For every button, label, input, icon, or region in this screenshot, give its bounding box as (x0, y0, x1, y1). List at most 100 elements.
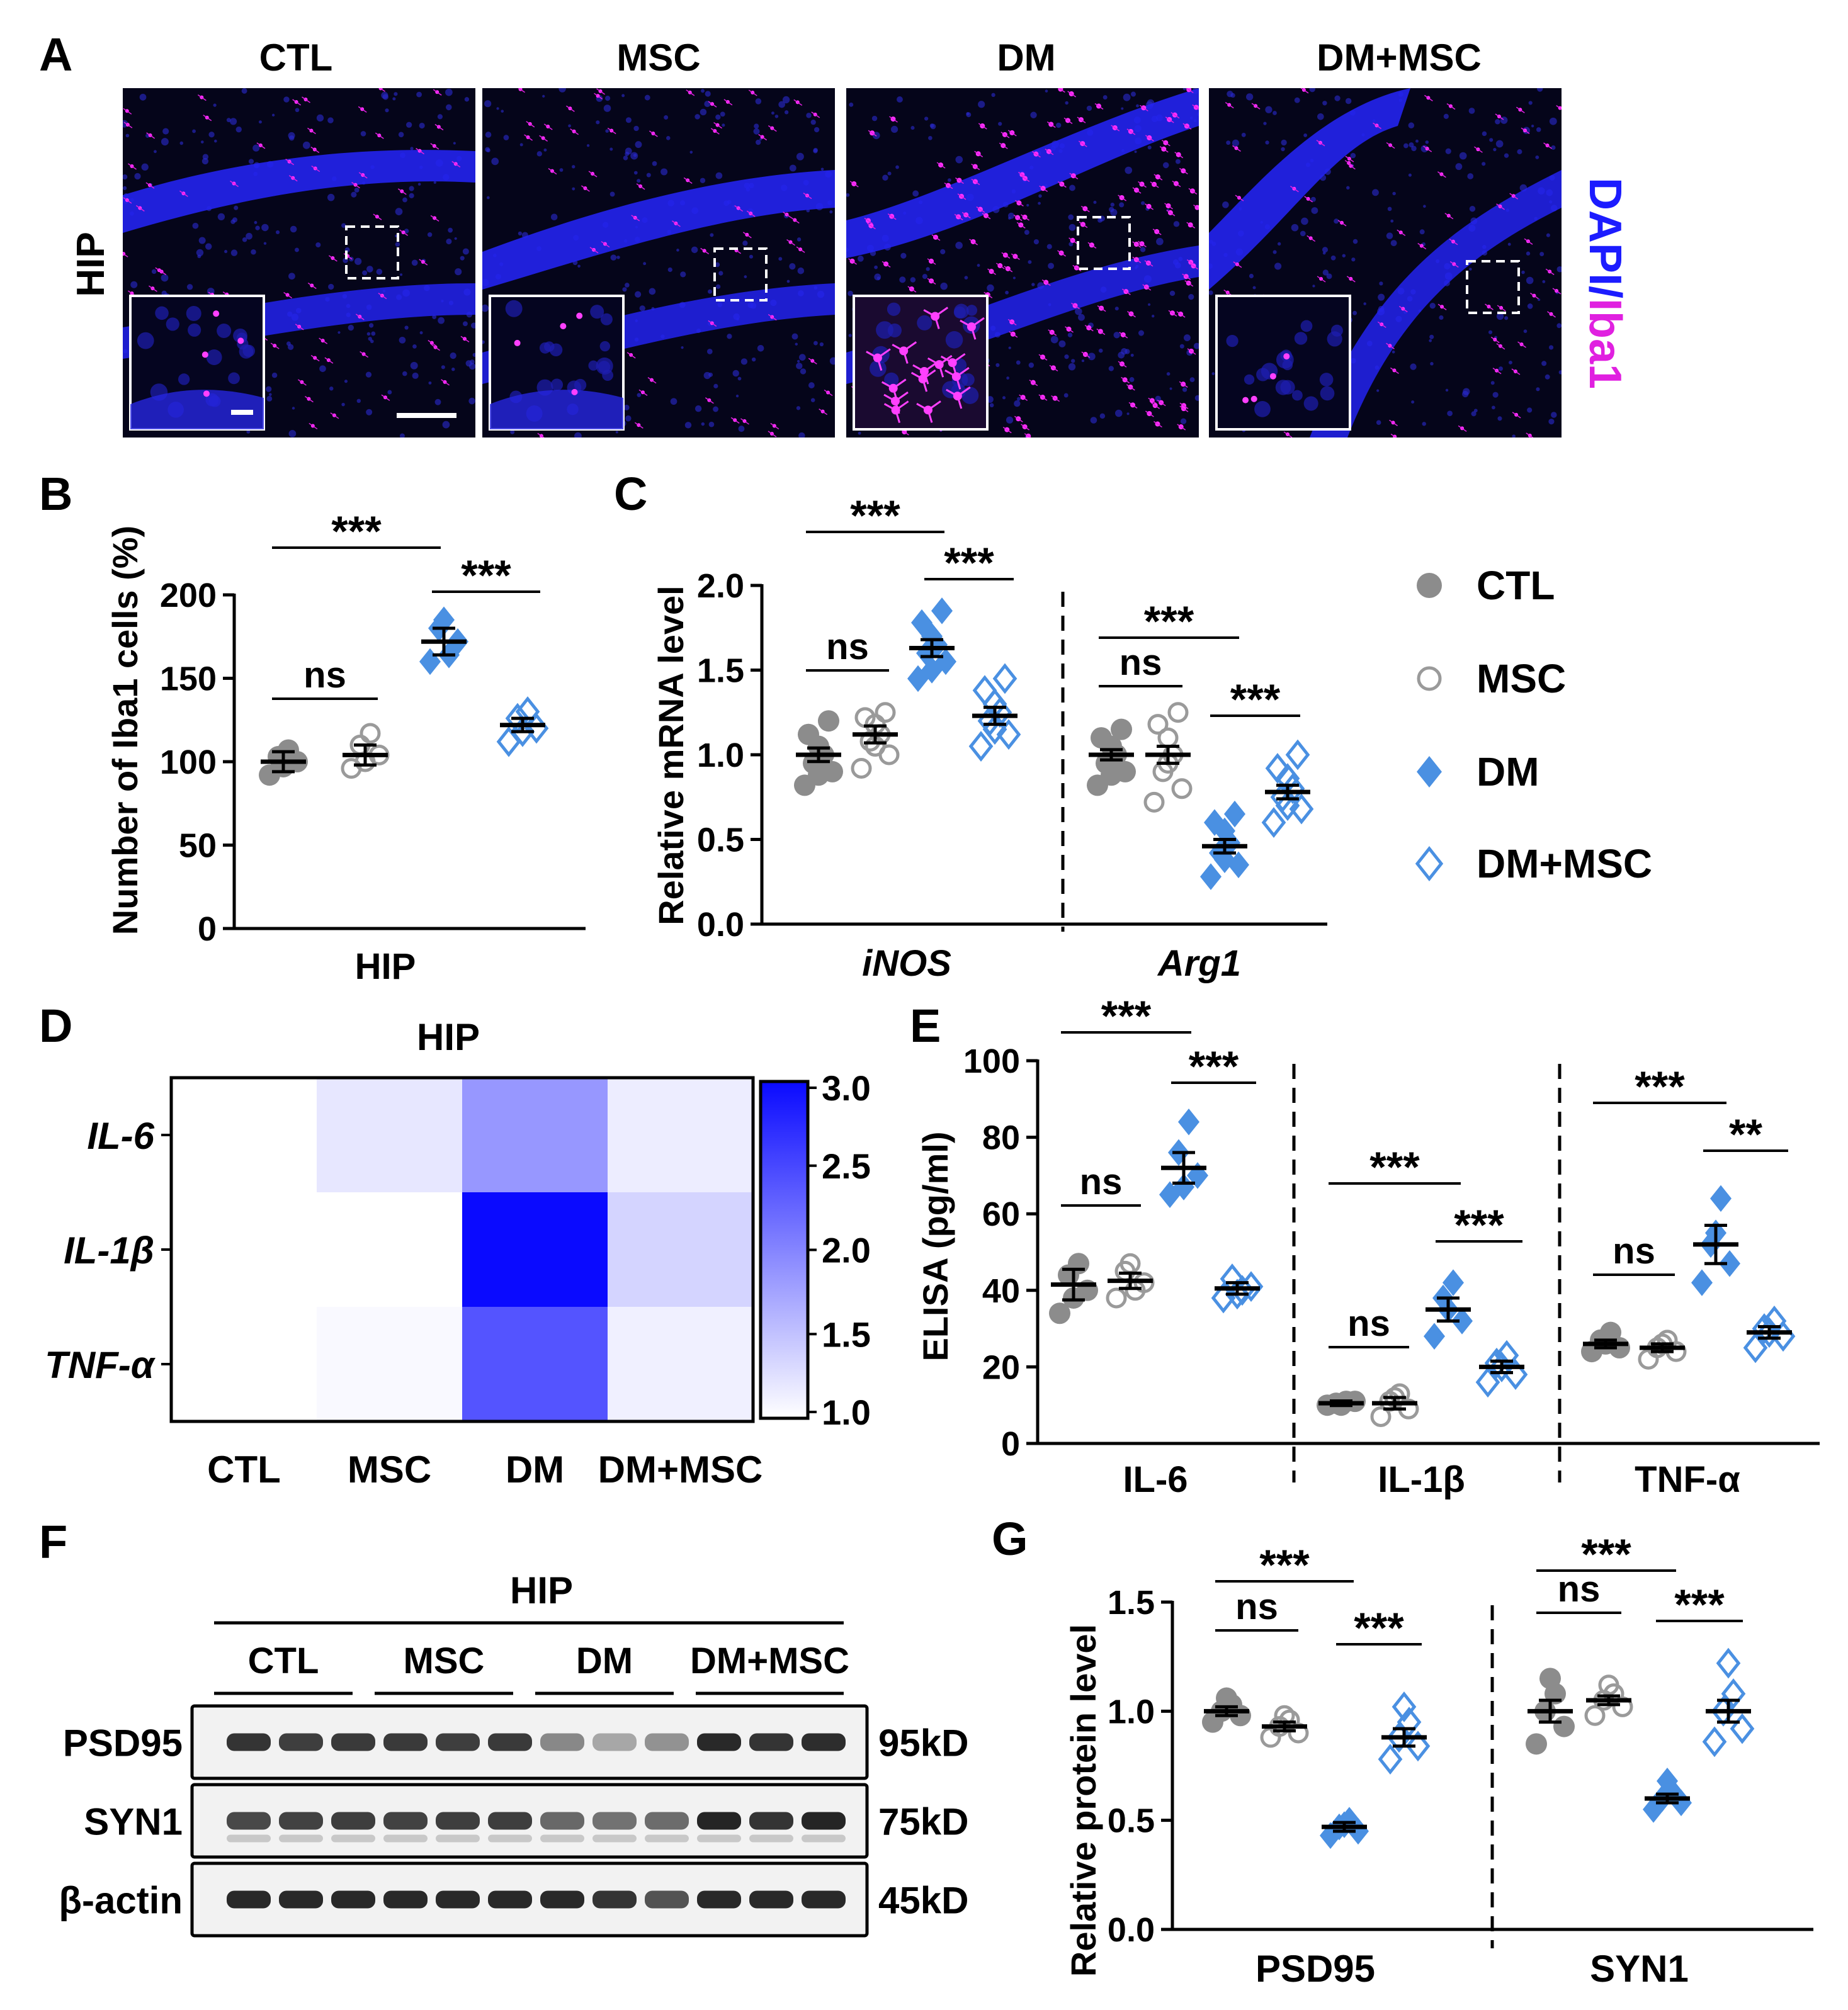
blot-band (749, 1812, 793, 1830)
nucleus-dot (955, 242, 963, 249)
chart-e-il-6-dm-point (1178, 1109, 1199, 1136)
nucleus-dot (1017, 397, 1021, 401)
nucleus-dot (381, 91, 388, 99)
chart-c-x-label-inos: iNOS (862, 943, 951, 984)
microglia-process (1304, 196, 1313, 203)
nucleus-dot (754, 123, 759, 129)
nucleus-dot (482, 304, 489, 312)
microglia-process (1316, 140, 1325, 147)
microglia-process (537, 432, 545, 438)
nucleus-dot (1093, 200, 1097, 204)
inset-microglia-process (910, 369, 936, 392)
nucleus-dot (1548, 419, 1555, 425)
nucleus-dot (795, 342, 798, 346)
chart-c-inos-dm-point (931, 597, 953, 624)
nucleus-dot (708, 421, 715, 427)
nucleus-dot (186, 284, 193, 290)
nucleus-dot (258, 120, 262, 124)
microglia-process (570, 128, 579, 135)
nucleus-dot (1126, 412, 1130, 415)
chart-e-il-1b-dm-point (1443, 1269, 1464, 1296)
nucleus-dot (989, 403, 994, 408)
nucleus-dot (1274, 263, 1282, 270)
nucleus-dot (715, 114, 721, 120)
nucleus-dot (230, 249, 238, 256)
nucleus-dot (559, 168, 564, 172)
nucleus-dot (713, 383, 718, 388)
microglia-process (256, 142, 266, 149)
microglia-process (351, 182, 360, 189)
nucleus-dot (213, 103, 217, 107)
nucleus-dot (205, 243, 212, 250)
microglia-process (548, 167, 557, 175)
nucleus-dot (446, 239, 452, 245)
nucleus-dot (1070, 359, 1075, 363)
nucleus-dot (1099, 413, 1106, 419)
panel-e: E 0 20 40 60 80 100 ELISA (pg/ml) IL-6 IL-1β TNF-… (910, 992, 1820, 1500)
nucleus-dot (1016, 360, 1021, 365)
nucleus-dot (796, 152, 804, 161)
nucleus-dot (1545, 374, 1550, 380)
chart-g-y-label: Relative protein level (1063, 1624, 1103, 1977)
microglia-process (819, 408, 828, 415)
chart-e-tnf-a-dmmsc-point (1743, 1332, 1768, 1364)
microglia-process (1045, 149, 1054, 155)
nucleus-dot (288, 273, 295, 280)
microglia-process (1446, 103, 1456, 110)
chart-g-syn1-sig-label: *** (1674, 1581, 1725, 1629)
nucleus-dot (1408, 173, 1412, 177)
nucleus-dot (1490, 381, 1495, 385)
microglia-process (944, 183, 953, 189)
nucleus-dot (789, 164, 796, 172)
nucleus-dot (1134, 150, 1137, 154)
microglia-process (1377, 321, 1386, 328)
nucleus-dot (441, 365, 445, 370)
nucleus-dot (857, 256, 864, 262)
microglia-process (1038, 354, 1048, 361)
microglia-process (1157, 399, 1166, 407)
nucleus-dot (1493, 148, 1497, 152)
nucleus-dot (1467, 173, 1474, 179)
nucleus-dot (727, 334, 732, 339)
nucleus-dot (940, 282, 948, 290)
inset-microglia-process (883, 400, 909, 423)
nucleus-dot (362, 270, 368, 276)
blot-band (383, 1812, 428, 1830)
microglia-process (1516, 106, 1525, 113)
nucleus-dot (987, 284, 994, 292)
panel-d-letter: D (39, 1000, 72, 1052)
nucleus-dot (1445, 148, 1451, 154)
chart-b-sig-label: ns (303, 655, 346, 696)
nucleus-dot (1012, 276, 1016, 279)
chart-e-y-label: ELISA (pg/ml) (915, 1131, 955, 1361)
nucleus-dot (1129, 377, 1135, 382)
microglia-process (1530, 292, 1539, 300)
nucleus-dot (806, 113, 812, 118)
nucleus-dot (246, 429, 251, 434)
nucleus-dot (799, 354, 806, 361)
chart-d-row-label: TNF-α (45, 1344, 156, 1386)
microglia-process (1179, 381, 1188, 388)
micrograph-dm (846, 88, 1199, 438)
nucleus-dot (664, 115, 669, 120)
nucleus-dot (1075, 307, 1082, 315)
microglia-process (1317, 276, 1326, 283)
blot-row-psd95: PSD95 95kD (63, 1704, 968, 1780)
nucleus-dot (344, 380, 348, 383)
nucleus-dot (455, 268, 462, 276)
nucleus-dot (1408, 122, 1415, 128)
nucleus-dot (1188, 294, 1194, 300)
colorbar-tick-label: 2.0 (822, 1231, 871, 1270)
microglia-process (734, 205, 744, 212)
microglia-process (742, 232, 752, 239)
microglia-process (594, 93, 603, 99)
nucleus-dot (412, 344, 417, 349)
chart-e-sig-label: *** (1189, 1042, 1239, 1090)
nucleus-dot (930, 123, 936, 130)
blot-band (227, 1890, 271, 1909)
inset-nucleus (186, 305, 201, 321)
chart-c-inos-sig-label: ns (826, 626, 869, 667)
chart-g-syn1-msc-point (1584, 1705, 1606, 1726)
microglia-process (1032, 151, 1041, 158)
